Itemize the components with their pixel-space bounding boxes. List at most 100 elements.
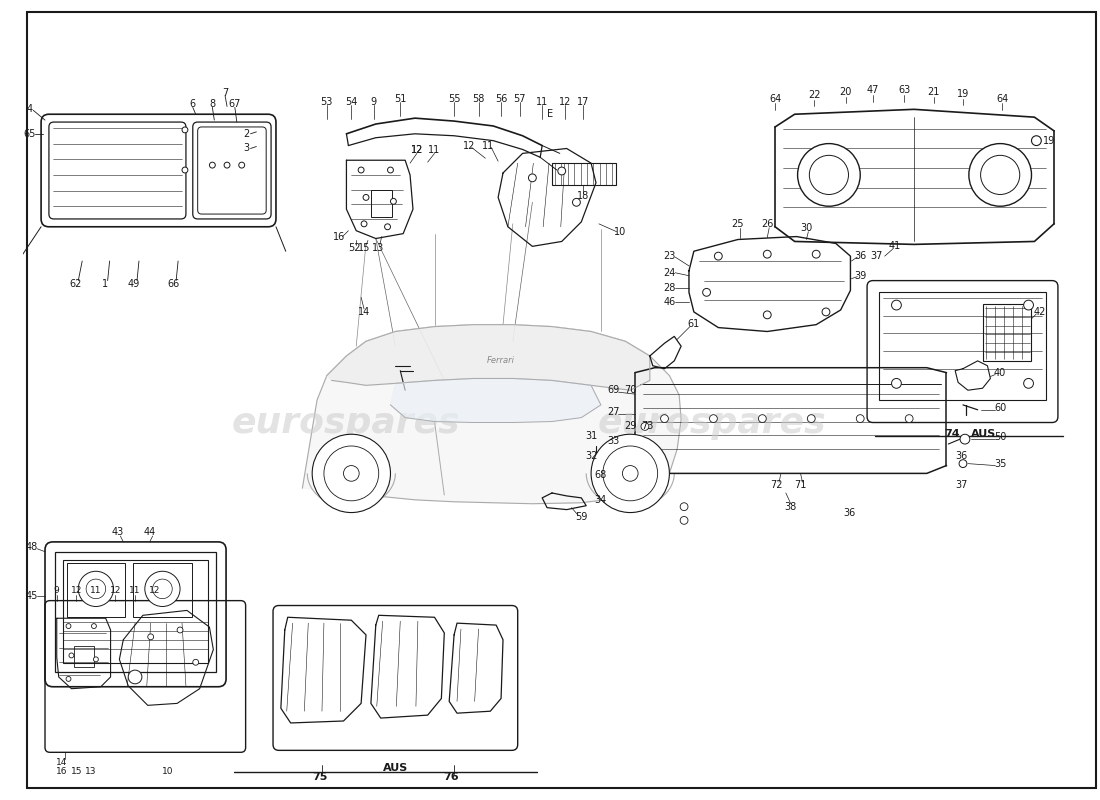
Text: 76: 76 xyxy=(443,772,459,782)
Text: 31: 31 xyxy=(585,431,597,442)
Text: 11: 11 xyxy=(90,586,101,595)
Circle shape xyxy=(969,143,1032,206)
Text: 61: 61 xyxy=(688,318,700,329)
Circle shape xyxy=(86,579,106,598)
Polygon shape xyxy=(327,325,650,390)
Text: 12: 12 xyxy=(463,141,475,150)
Text: 64: 64 xyxy=(996,94,1009,103)
Text: 4: 4 xyxy=(26,104,32,114)
Text: AUS: AUS xyxy=(383,763,408,773)
Polygon shape xyxy=(302,325,681,504)
Circle shape xyxy=(558,167,565,175)
Text: 75: 75 xyxy=(312,772,328,782)
Text: 68: 68 xyxy=(595,470,607,480)
Circle shape xyxy=(147,634,154,640)
Circle shape xyxy=(91,624,97,629)
Text: 74: 74 xyxy=(945,430,960,439)
Bar xyxy=(63,559,208,663)
Text: 23: 23 xyxy=(663,251,675,261)
Text: 64: 64 xyxy=(769,94,781,103)
Circle shape xyxy=(528,174,537,182)
Text: Ferrari: Ferrari xyxy=(487,356,515,366)
Circle shape xyxy=(1024,300,1034,310)
Bar xyxy=(982,304,1032,361)
Text: 9: 9 xyxy=(371,97,377,106)
Text: 8: 8 xyxy=(209,99,216,110)
Circle shape xyxy=(763,311,771,318)
Circle shape xyxy=(385,224,390,230)
Circle shape xyxy=(94,657,98,662)
Text: 41: 41 xyxy=(889,242,901,251)
Circle shape xyxy=(323,446,378,501)
Text: 38: 38 xyxy=(784,502,796,512)
Text: 73: 73 xyxy=(640,422,653,431)
Text: E: E xyxy=(547,110,553,119)
Circle shape xyxy=(359,167,364,173)
Text: 32: 32 xyxy=(585,450,597,461)
Text: 16: 16 xyxy=(56,767,67,776)
Circle shape xyxy=(177,627,183,633)
Circle shape xyxy=(623,466,638,482)
Text: 37: 37 xyxy=(871,251,883,261)
Circle shape xyxy=(591,434,670,513)
Text: 14: 14 xyxy=(56,758,67,766)
Circle shape xyxy=(641,422,649,430)
Text: 71: 71 xyxy=(794,480,806,490)
Text: 60: 60 xyxy=(994,403,1006,413)
Text: 28: 28 xyxy=(663,283,675,294)
Text: 42: 42 xyxy=(1033,307,1045,317)
Text: 24: 24 xyxy=(663,268,675,278)
Text: 13: 13 xyxy=(372,243,384,254)
Circle shape xyxy=(807,414,815,422)
Text: 35: 35 xyxy=(994,458,1006,469)
Circle shape xyxy=(182,167,188,173)
Text: 19: 19 xyxy=(1043,136,1055,146)
Circle shape xyxy=(905,414,913,422)
Text: 3: 3 xyxy=(243,143,250,154)
Circle shape xyxy=(390,198,396,204)
Circle shape xyxy=(192,659,199,666)
Text: 48: 48 xyxy=(25,542,37,552)
Circle shape xyxy=(182,127,188,133)
Text: AUS: AUS xyxy=(971,430,997,439)
Text: 11: 11 xyxy=(428,146,441,155)
Text: 25: 25 xyxy=(732,219,744,229)
Circle shape xyxy=(66,677,70,682)
Text: 12: 12 xyxy=(70,586,82,595)
Text: 51: 51 xyxy=(394,94,406,103)
Circle shape xyxy=(343,466,360,482)
Text: eurospares: eurospares xyxy=(232,406,461,441)
Text: 34: 34 xyxy=(595,495,607,505)
Text: 39: 39 xyxy=(854,270,867,281)
Text: 12: 12 xyxy=(110,586,121,595)
Bar xyxy=(371,190,393,217)
Text: 17: 17 xyxy=(578,97,590,106)
Text: 11: 11 xyxy=(130,586,141,595)
Circle shape xyxy=(810,155,848,194)
Bar xyxy=(75,646,94,667)
Bar xyxy=(879,292,1046,400)
Text: 45: 45 xyxy=(25,590,37,601)
Circle shape xyxy=(891,378,901,388)
Circle shape xyxy=(960,434,970,444)
Circle shape xyxy=(78,571,113,606)
Circle shape xyxy=(710,414,717,422)
Text: 20: 20 xyxy=(839,86,851,97)
Text: 15: 15 xyxy=(70,767,82,776)
Circle shape xyxy=(153,579,173,598)
Bar xyxy=(133,563,191,618)
Text: 53: 53 xyxy=(321,97,333,106)
Circle shape xyxy=(572,198,581,206)
Bar xyxy=(552,163,616,185)
Text: 16: 16 xyxy=(332,231,344,242)
Text: 33: 33 xyxy=(607,436,619,446)
Circle shape xyxy=(822,308,829,316)
Circle shape xyxy=(224,162,230,168)
Text: 69: 69 xyxy=(607,386,619,395)
Text: 18: 18 xyxy=(578,191,590,202)
Text: 12: 12 xyxy=(148,586,161,595)
Text: 67: 67 xyxy=(229,99,241,110)
Text: 12: 12 xyxy=(410,146,424,155)
Circle shape xyxy=(363,194,368,200)
Text: 36: 36 xyxy=(844,507,856,518)
